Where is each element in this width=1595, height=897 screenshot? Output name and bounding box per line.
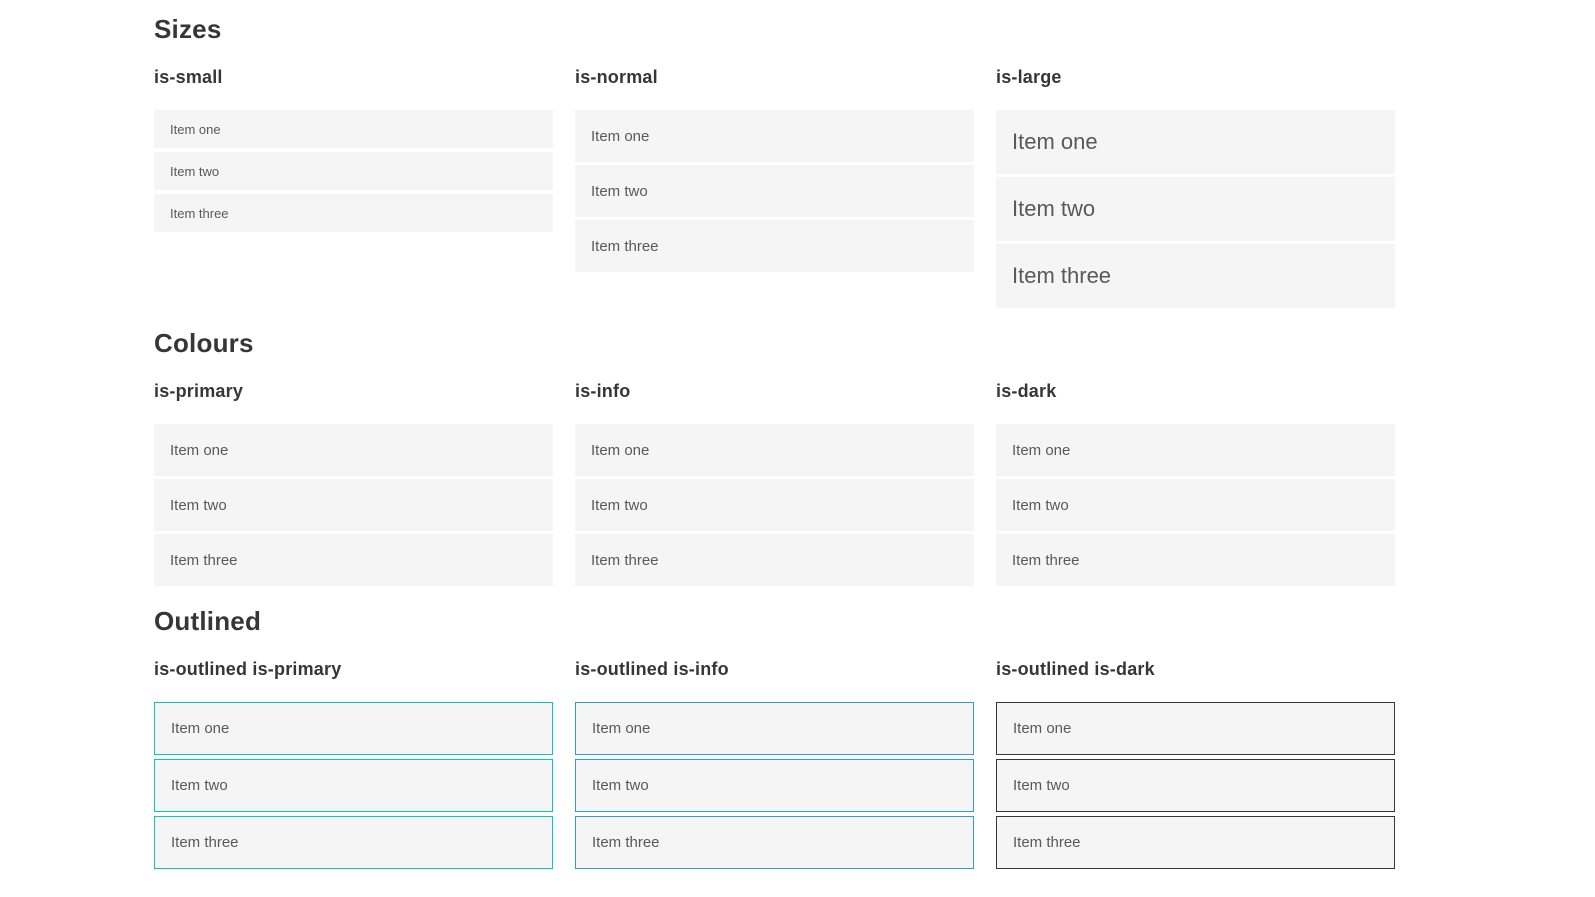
section-colours: Colours is-primary Item one Item two Ite…: [154, 327, 1395, 589]
group-is-dark: is-dark Item one Item two Item three: [996, 359, 1395, 589]
list-group-outlined-primary: Item one Item two Item three: [154, 702, 553, 869]
list-item[interactable]: Item three: [154, 194, 553, 232]
list-item[interactable]: Item two: [996, 759, 1395, 812]
list-group-large: Item one Item two Item three: [996, 110, 1395, 308]
style-guide-page: Sizes is-small Item one Item two Item th…: [154, 0, 1395, 873]
section-title-sizes: Sizes: [154, 14, 222, 44]
list-group-outlined-info: Item one Item two Item three: [575, 702, 974, 869]
list-item[interactable]: Item three: [996, 816, 1395, 869]
group-label-is-small: is-small: [154, 67, 223, 87]
sizes-columns: is-small Item one Item two Item three is…: [154, 45, 1395, 311]
outlined-columns: is-outlined is-primary Item one Item two…: [154, 637, 1395, 873]
group-is-large: is-large Item one Item two Item three: [996, 45, 1395, 311]
list-item[interactable]: Item one: [575, 424, 974, 476]
list-item[interactable]: Item one: [996, 424, 1395, 476]
list-item[interactable]: Item one: [575, 702, 974, 755]
group-label-is-outlined-is-primary: is-outlined is-primary: [154, 659, 342, 679]
group-label-is-dark: is-dark: [996, 381, 1057, 401]
group-is-primary: is-primary Item one Item two Item three: [154, 359, 553, 589]
list-group-small: Item one Item two Item three: [154, 110, 553, 232]
list-item[interactable]: Item two: [575, 759, 974, 812]
group-label-is-normal: is-normal: [575, 67, 658, 87]
list-item[interactable]: Item one: [996, 702, 1395, 755]
list-item[interactable]: Item two: [575, 479, 974, 531]
list-group-normal: Item one Item two Item three: [575, 110, 974, 272]
group-is-outlined-is-primary: is-outlined is-primary Item one Item two…: [154, 637, 553, 873]
list-item[interactable]: Item one: [154, 110, 553, 148]
list-group-outlined-dark: Item one Item two Item three: [996, 702, 1395, 869]
list-item[interactable]: Item two: [996, 479, 1395, 531]
list-item[interactable]: Item three: [154, 534, 553, 586]
list-item[interactable]: Item two: [154, 479, 553, 531]
group-is-info: is-info Item one Item two Item three: [575, 359, 974, 589]
list-group-dark: Item one Item two Item three: [996, 424, 1395, 586]
group-is-outlined-is-dark: is-outlined is-dark Item one Item two It…: [996, 637, 1395, 873]
list-item[interactable]: Item one: [996, 110, 1395, 174]
list-item[interactable]: Item two: [996, 177, 1395, 241]
list-item[interactable]: Item three: [996, 244, 1395, 308]
group-is-normal: is-normal Item one Item two Item three: [575, 45, 974, 275]
section-title-colours: Colours: [154, 328, 254, 358]
list-item[interactable]: Item one: [575, 110, 974, 162]
section-title-outlined: Outlined: [154, 606, 262, 636]
group-label-is-outlined-is-dark: is-outlined is-dark: [996, 659, 1155, 679]
section-outlined: Outlined is-outlined is-primary Item one…: [154, 605, 1395, 873]
list-item[interactable]: Item two: [575, 165, 974, 217]
list-group-primary: Item one Item two Item three: [154, 424, 553, 586]
list-item[interactable]: Item one: [154, 424, 553, 476]
list-item[interactable]: Item two: [154, 152, 553, 190]
group-label-is-primary: is-primary: [154, 381, 244, 401]
colours-columns: is-primary Item one Item two Item three …: [154, 359, 1395, 589]
list-item[interactable]: Item three: [575, 220, 974, 272]
group-is-small: is-small Item one Item two Item three: [154, 45, 553, 236]
list-item[interactable]: Item three: [575, 534, 974, 586]
list-item[interactable]: Item three: [996, 534, 1395, 586]
section-sizes: Sizes is-small Item one Item two Item th…: [154, 13, 1395, 311]
group-is-outlined-is-info: is-outlined is-info Item one Item two It…: [575, 637, 974, 873]
group-label-is-info: is-info: [575, 381, 631, 401]
list-item[interactable]: Item three: [575, 816, 974, 869]
list-item[interactable]: Item three: [154, 816, 553, 869]
group-label-is-large: is-large: [996, 67, 1062, 87]
list-item[interactable]: Item one: [154, 702, 553, 755]
group-label-is-outlined-is-info: is-outlined is-info: [575, 659, 729, 679]
list-item[interactable]: Item two: [154, 759, 553, 812]
list-group-info: Item one Item two Item three: [575, 424, 974, 586]
